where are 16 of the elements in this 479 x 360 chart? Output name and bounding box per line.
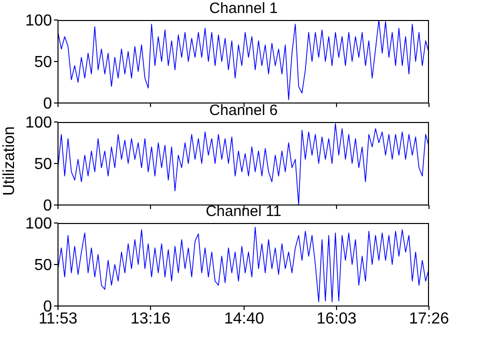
y-tick-label: 100 <box>25 12 52 30</box>
x-tick-label: 13:16 <box>130 310 171 328</box>
chart-title: Channel 6 <box>208 102 279 119</box>
x-tick-label: 14:40 <box>224 310 264 328</box>
x-tick-label: 17:26 <box>408 310 450 328</box>
y-tick-label: 50 <box>34 257 52 274</box>
y-tick-label: 0 <box>43 198 52 215</box>
y-tick-label: 50 <box>34 54 52 72</box>
chart-title: Channel 11 <box>204 203 282 220</box>
y-tick-label: 100 <box>25 216 52 233</box>
y-axis-title: Utilization <box>1 125 19 198</box>
y-tick-label: 0 <box>43 96 52 113</box>
chart-title: Channel 1 <box>208 0 279 17</box>
y-tick-label: 100 <box>25 114 52 132</box>
x-tick-label: 16:03 <box>316 310 357 328</box>
y-tick-label: 50 <box>34 156 52 174</box>
